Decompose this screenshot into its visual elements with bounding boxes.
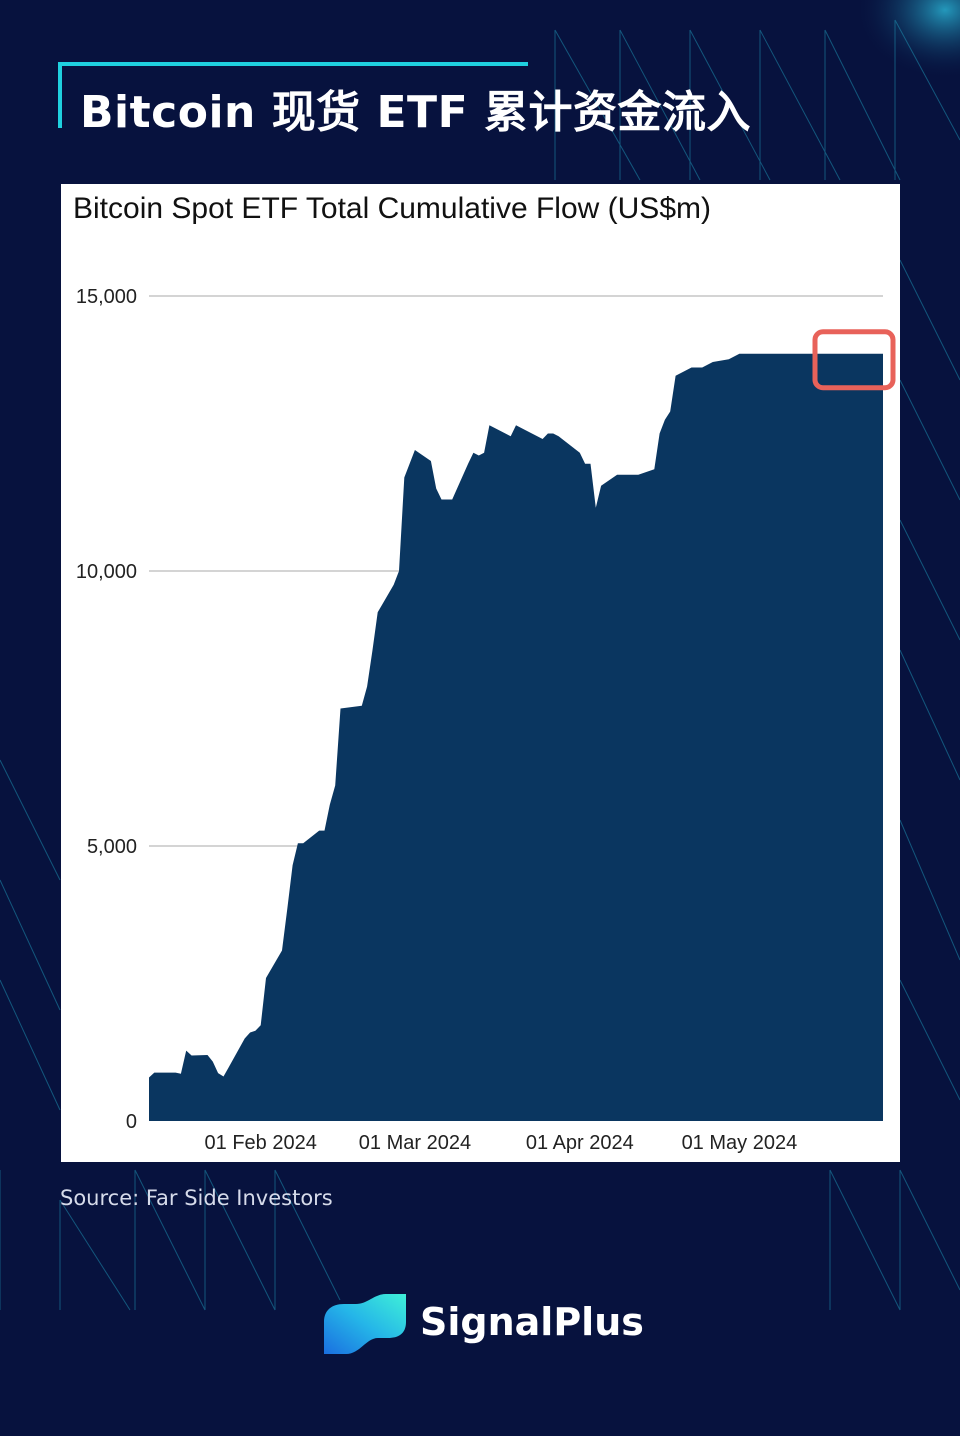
chart-title: Bitcoin Spot ETF Total Cumulative Flow (…	[73, 192, 711, 225]
y-tick-label: 5,000	[87, 836, 137, 858]
brand: SignalPlus	[322, 1292, 652, 1358]
x-tick-label: 01 Mar 2024	[359, 1132, 471, 1154]
x-tick-label: 01 Feb 2024	[205, 1132, 317, 1154]
x-tick-label: 01 May 2024	[682, 1132, 798, 1154]
highlight-box	[812, 329, 896, 391]
header-accent-left	[58, 62, 62, 128]
header-accent-top	[58, 62, 528, 66]
y-tick-label: 0	[126, 1111, 137, 1133]
page-title: Bitcoin 现货 ETF 累计资金流入	[80, 87, 751, 138]
y-tick-label: 15,000	[76, 286, 137, 308]
y-tick-label: 10,000	[76, 561, 137, 583]
chart-card: 0 5,000 10,000 15,000 01 Feb 2024 01 Mar 202…	[61, 184, 900, 1162]
brand-name: SignalPlus	[420, 1300, 644, 1344]
page-header: Bitcoin 现货 ETF 累计资金流入	[58, 62, 750, 138]
source-note: Source: Far Side Investors	[60, 1186, 333, 1210]
cumulative-flow-area	[149, 353, 883, 1121]
x-tick-label: 01 Apr 2024	[526, 1132, 634, 1154]
signalplus-logo-icon	[324, 1294, 406, 1354]
chart-plot: 0 5,000 10,000 15,000 01 Feb 2024 01 Mar 202…	[76, 286, 896, 1154]
